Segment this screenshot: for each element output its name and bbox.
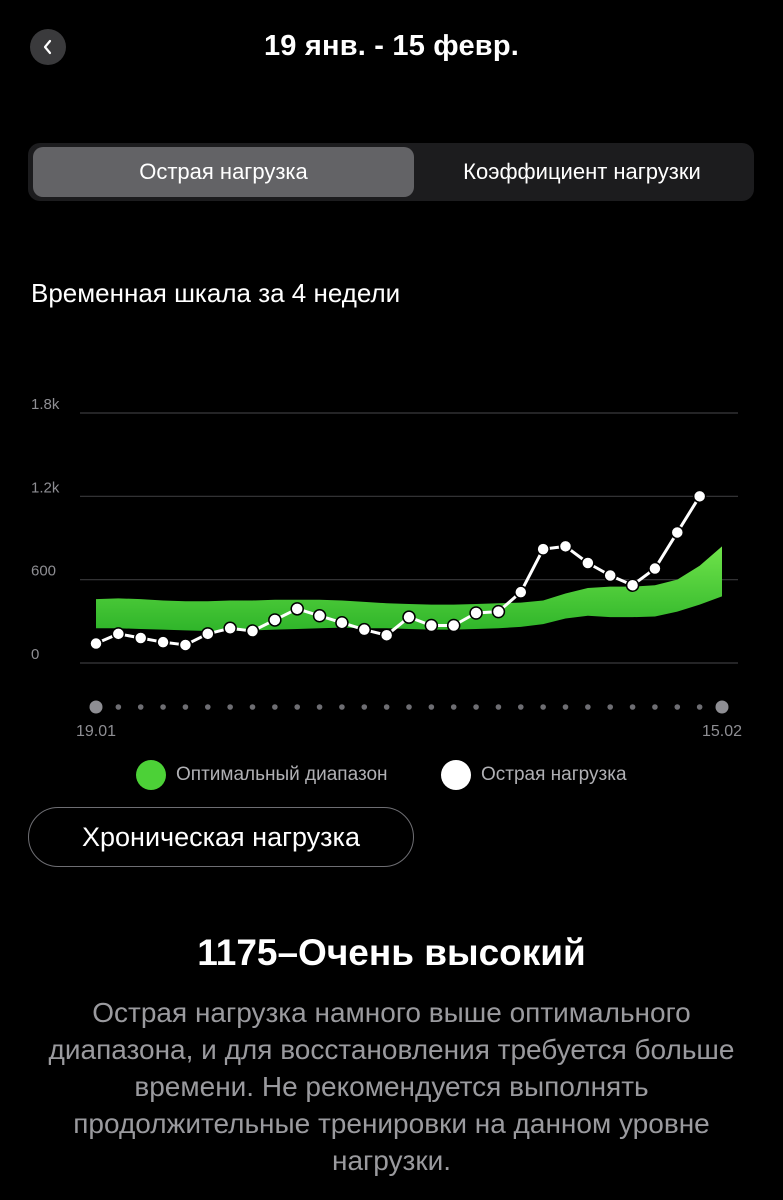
acute-load-chart: 0 600 1.2k 1.8k 19.01 15.02 bbox=[31, 396, 742, 740]
legend-swatch-acute bbox=[441, 760, 471, 790]
acute-load-point bbox=[603, 568, 617, 583]
acute-load-point bbox=[268, 613, 282, 627]
acute-load-point bbox=[223, 621, 237, 636]
acute-load-point bbox=[156, 635, 170, 649]
acute-load-point bbox=[312, 609, 327, 623]
acute-load-point bbox=[670, 525, 685, 540]
acute-load-point bbox=[558, 539, 573, 554]
acute-load-point bbox=[491, 604, 506, 619]
acute-load-point bbox=[357, 622, 372, 637]
acute-load-point bbox=[290, 602, 304, 616]
y-tick-label: 0 bbox=[31, 646, 39, 663]
x-axis-day-dot bbox=[450, 704, 457, 710]
x-axis-day-dot bbox=[89, 700, 103, 714]
chronic-load-button[interactable]: Хроническая нагрузка bbox=[28, 807, 414, 867]
optimal-range-band bbox=[96, 546, 722, 632]
x-axis-day-dot bbox=[428, 704, 435, 710]
chart-legend: Оптимальный диапазон Острая нагрузка bbox=[0, 760, 783, 800]
acute-load-point bbox=[692, 489, 707, 504]
x-axis-day-dot bbox=[383, 704, 390, 710]
y-tick-label: 1.2k bbox=[31, 479, 60, 496]
acute-load-point bbox=[335, 615, 349, 630]
legend-swatch-optimal bbox=[136, 760, 166, 790]
legend-label-acute: Острая нагрузка bbox=[481, 764, 627, 785]
acute-load-point bbox=[245, 624, 260, 638]
x-axis-day-dot bbox=[115, 704, 122, 710]
section-title: Временная шкала за 4 недели bbox=[31, 278, 401, 308]
x-axis-day-dot bbox=[607, 704, 614, 710]
x-axis-day-dot bbox=[715, 700, 729, 714]
legend-item-acute: Острая нагрузка bbox=[441, 760, 627, 790]
x-axis-day-dot bbox=[160, 704, 166, 710]
acute-load-point bbox=[469, 606, 483, 620]
x-tick-label: 15.02 bbox=[702, 723, 742, 740]
x-axis-day-dot bbox=[406, 704, 412, 710]
acute-load-point bbox=[536, 542, 550, 556]
legend-item-optimal: Оптимальный диапазон bbox=[136, 760, 388, 790]
legend-label-optimal: Оптимальный диапазон bbox=[176, 764, 388, 785]
x-axis-day-dot bbox=[585, 704, 591, 710]
x-axis-day-dot bbox=[517, 704, 524, 710]
x-axis-day-dot bbox=[294, 704, 301, 710]
acute-load-point bbox=[133, 631, 148, 645]
y-tick-label: 1.8k bbox=[31, 396, 60, 413]
acute-load-point bbox=[514, 585, 528, 599]
x-axis-day-dot bbox=[361, 704, 368, 710]
acute-load-point bbox=[648, 561, 662, 576]
acute-load-point bbox=[402, 610, 416, 624]
x-axis-day-dot bbox=[540, 704, 546, 710]
x-axis-day-dot bbox=[182, 704, 189, 710]
x-axis-day-dot bbox=[249, 704, 256, 710]
x-axis-day-dot bbox=[204, 704, 211, 710]
tab-load-ratio[interactable]: Коэффициент нагрузки bbox=[463, 159, 701, 184]
x-axis-day-dot bbox=[674, 704, 681, 710]
status-description: Острая нагрузка намного выше оптимальног… bbox=[48, 997, 735, 1176]
chevron-left-icon bbox=[43, 39, 52, 55]
x-axis-day-dot bbox=[272, 704, 278, 710]
acute-load-point bbox=[111, 627, 126, 641]
acute-load-point bbox=[446, 618, 461, 633]
x-axis-day-dot bbox=[629, 704, 636, 710]
acute-load-point bbox=[625, 578, 640, 592]
x-axis-day-dot bbox=[227, 704, 233, 710]
segmented-control: Острая нагрузка Коэффициент нагрузки bbox=[28, 143, 754, 201]
tab-acute-load[interactable]: Острая нагрузка bbox=[33, 147, 414, 197]
acute-load-line bbox=[95, 495, 701, 647]
acute-load-point bbox=[201, 627, 215, 641]
y-tick-label: 600 bbox=[31, 563, 56, 580]
x-axis-day-dot bbox=[562, 704, 569, 710]
acute-load-point bbox=[379, 628, 394, 642]
x-axis-day-dot bbox=[495, 704, 502, 710]
back-button[interactable] bbox=[30, 29, 66, 65]
x-axis-day-dot bbox=[696, 704, 703, 710]
x-axis-day-dot bbox=[316, 704, 323, 710]
status-title: 1175–Очень высокий bbox=[197, 932, 586, 973]
page-title: 19 янв. - 15 февр. bbox=[263, 30, 520, 62]
x-axis-day-dot bbox=[339, 704, 345, 710]
x-axis-day-dot bbox=[652, 704, 658, 710]
x-axis-day-dot bbox=[137, 704, 144, 710]
acute-load-point bbox=[581, 556, 595, 570]
x-tick-label: 19.01 bbox=[76, 723, 116, 740]
x-axis-day-dot bbox=[473, 704, 479, 710]
acute-load-point bbox=[178, 638, 193, 652]
acute-load-point bbox=[424, 618, 439, 633]
header: 19 янв. - 15 февр. bbox=[0, 0, 783, 100]
acute-load-point bbox=[89, 636, 103, 651]
